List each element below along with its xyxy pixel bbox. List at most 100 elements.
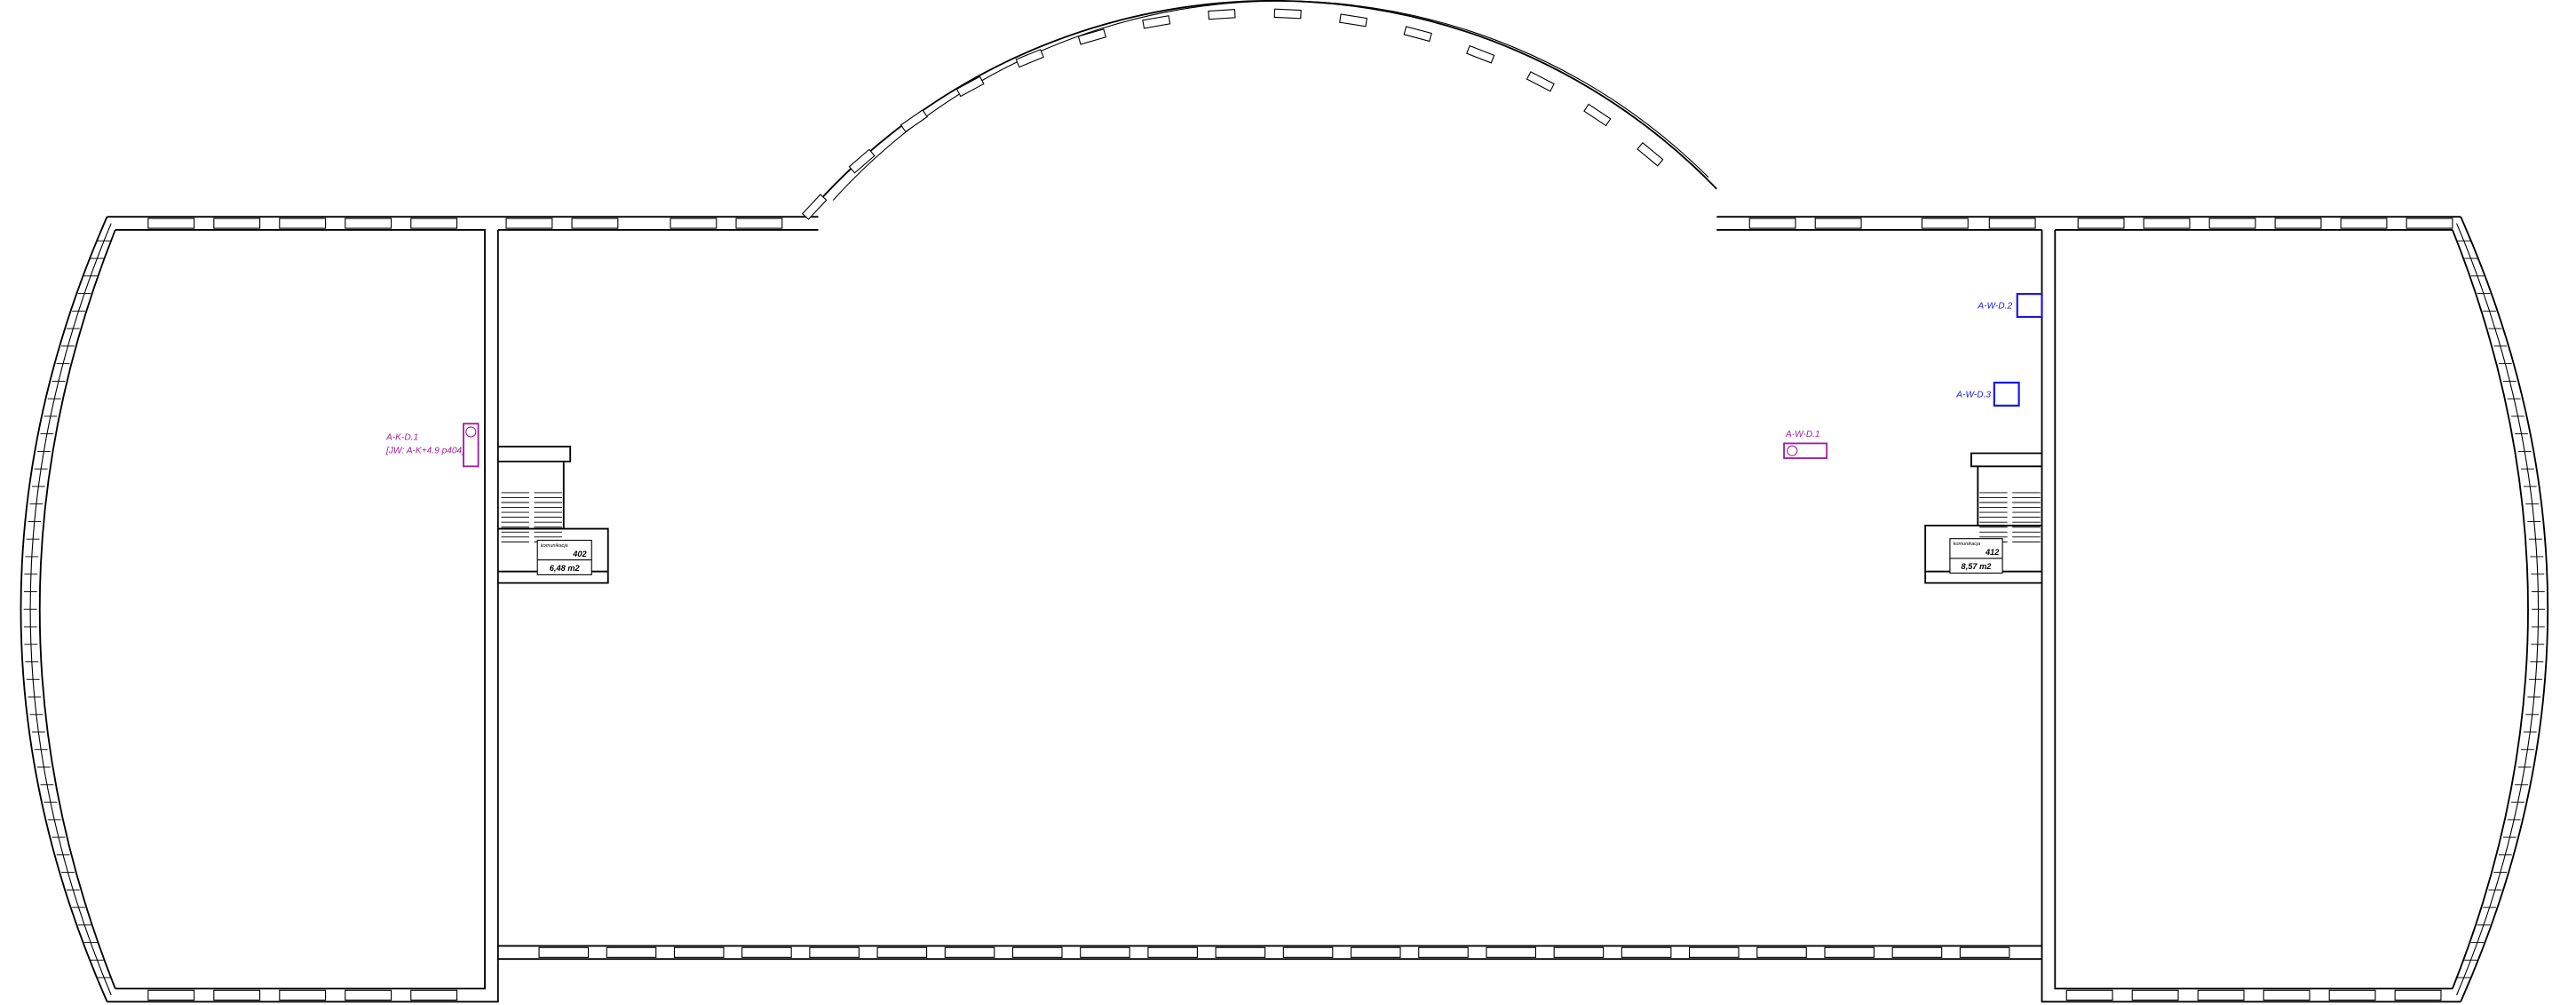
window	[2340, 218, 2388, 229]
window	[1486, 946, 1536, 958]
window	[213, 218, 261, 229]
window	[1748, 218, 1796, 229]
window	[2131, 989, 2179, 1001]
window	[955, 75, 985, 98]
wall	[20, 216, 108, 1002]
window	[1403, 26, 1432, 43]
window	[1988, 218, 2036, 229]
window	[1418, 946, 1469, 958]
window-icon	[2016, 292, 2043, 319]
window	[801, 194, 828, 220]
window	[673, 946, 725, 958]
window	[1814, 218, 1862, 229]
stair	[1924, 452, 2042, 584]
window	[538, 946, 590, 958]
window	[410, 989, 458, 1001]
window	[1077, 28, 1107, 45]
window	[1339, 13, 1368, 28]
tag-label: A-W-D.2	[1977, 302, 2012, 312]
window-band	[2456, 223, 2540, 996]
window	[2077, 218, 2125, 229]
window	[571, 218, 619, 229]
window	[1756, 946, 1807, 958]
window	[345, 218, 392, 229]
window	[1526, 71, 1555, 92]
wall	[497, 945, 2042, 961]
dome-wall	[804, 0, 1717, 218]
window	[1824, 946, 1875, 958]
window	[2406, 218, 2453, 229]
wall	[1716, 216, 2461, 1003]
wall	[2452, 229, 2529, 989]
window	[2208, 218, 2256, 229]
wall	[107, 216, 819, 1003]
wall	[38, 229, 116, 989]
window	[1282, 946, 1334, 958]
window	[410, 218, 458, 229]
window	[147, 218, 195, 229]
window	[2197, 989, 2245, 1001]
window	[2065, 989, 2113, 1001]
window	[1959, 946, 2010, 958]
window	[279, 218, 327, 229]
room-number: 402	[572, 550, 587, 558]
details	[23, 8, 2545, 1001]
window	[279, 989, 327, 1001]
window	[876, 946, 928, 958]
room-name: komunikacja	[541, 543, 568, 549]
window	[1147, 946, 1198, 958]
window	[2328, 989, 2376, 1001]
room-area: 8,57 m2	[1962, 562, 1993, 571]
door-icon	[463, 423, 480, 468]
window	[1208, 9, 1236, 20]
window	[944, 946, 995, 958]
window	[1621, 946, 1672, 958]
room-label-box	[1949, 538, 2003, 574]
window	[1553, 946, 1605, 958]
tag-label: A-W-D.1	[1785, 430, 1820, 439]
window-icon	[1993, 381, 2020, 407]
dome-wall	[832, 0, 1709, 202]
window-band	[29, 223, 112, 996]
window	[2143, 218, 2191, 229]
window	[1350, 946, 1401, 958]
window	[1015, 49, 1044, 68]
window	[2263, 989, 2310, 1001]
window	[2274, 218, 2322, 229]
window	[147, 989, 195, 1001]
tag-note: [JW: A-K+4.9 p404]	[385, 447, 465, 456]
window	[1011, 946, 1063, 958]
window	[1891, 946, 1943, 958]
window	[670, 218, 717, 229]
walls	[20, 0, 2549, 1003]
door-icon	[465, 426, 477, 438]
window	[1637, 142, 1664, 167]
window-icon	[1787, 445, 1798, 456]
window	[1142, 15, 1171, 29]
window	[1689, 946, 1740, 958]
window	[900, 109, 928, 133]
window	[1466, 44, 1495, 64]
window	[809, 946, 860, 958]
window	[1215, 946, 1266, 958]
window	[741, 946, 792, 958]
window	[1273, 8, 1302, 20]
window	[213, 989, 261, 1001]
tag-label: A-K-D.1	[385, 433, 418, 443]
window	[2394, 989, 2442, 1001]
window	[606, 946, 657, 958]
room-label-box	[536, 539, 592, 575]
room-area: 6,48 m2	[550, 564, 581, 573]
wall	[2460, 216, 2549, 1002]
window	[345, 989, 392, 1001]
window	[848, 148, 876, 174]
window	[505, 218, 553, 229]
window	[1583, 103, 1612, 127]
stair	[497, 446, 609, 584]
tag-label: A-W-D.3	[1955, 391, 1991, 400]
room-number: 412	[1985, 548, 2000, 557]
window	[735, 218, 783, 229]
window	[1921, 218, 1969, 229]
window-icon	[1783, 442, 1828, 459]
